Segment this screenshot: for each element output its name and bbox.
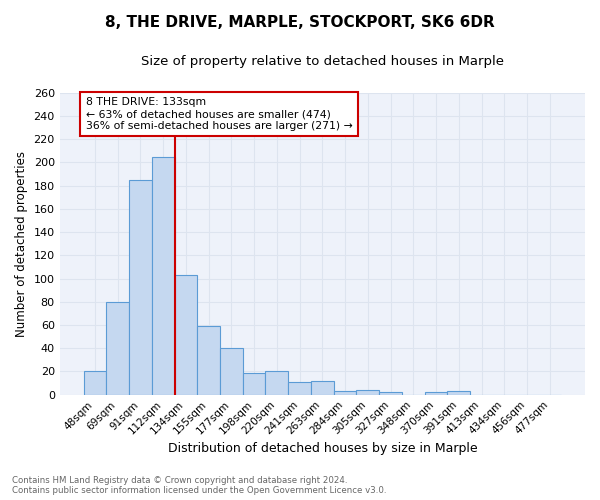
Text: 8, THE DRIVE, MARPLE, STOCKPORT, SK6 6DR: 8, THE DRIVE, MARPLE, STOCKPORT, SK6 6DR bbox=[105, 15, 495, 30]
Bar bbox=[83, 372, 106, 394]
Bar bbox=[265, 372, 288, 394]
Bar bbox=[243, 372, 265, 394]
Bar bbox=[311, 381, 334, 394]
Text: Contains HM Land Registry data © Crown copyright and database right 2024.
Contai: Contains HM Land Registry data © Crown c… bbox=[12, 476, 386, 495]
Bar bbox=[220, 348, 243, 395]
Bar bbox=[152, 156, 175, 394]
Bar bbox=[379, 392, 402, 394]
Bar bbox=[197, 326, 220, 394]
Bar bbox=[106, 302, 129, 394]
Bar bbox=[288, 382, 311, 394]
X-axis label: Distribution of detached houses by size in Marple: Distribution of detached houses by size … bbox=[167, 442, 477, 455]
Bar bbox=[448, 391, 470, 394]
Bar bbox=[425, 392, 448, 394]
Bar bbox=[334, 391, 356, 394]
Title: Size of property relative to detached houses in Marple: Size of property relative to detached ho… bbox=[141, 55, 504, 68]
Bar bbox=[175, 275, 197, 394]
Y-axis label: Number of detached properties: Number of detached properties bbox=[15, 151, 28, 337]
Bar bbox=[129, 180, 152, 394]
Bar bbox=[356, 390, 379, 394]
Text: 8 THE DRIVE: 133sqm
← 63% of detached houses are smaller (474)
36% of semi-detac: 8 THE DRIVE: 133sqm ← 63% of detached ho… bbox=[86, 98, 353, 130]
